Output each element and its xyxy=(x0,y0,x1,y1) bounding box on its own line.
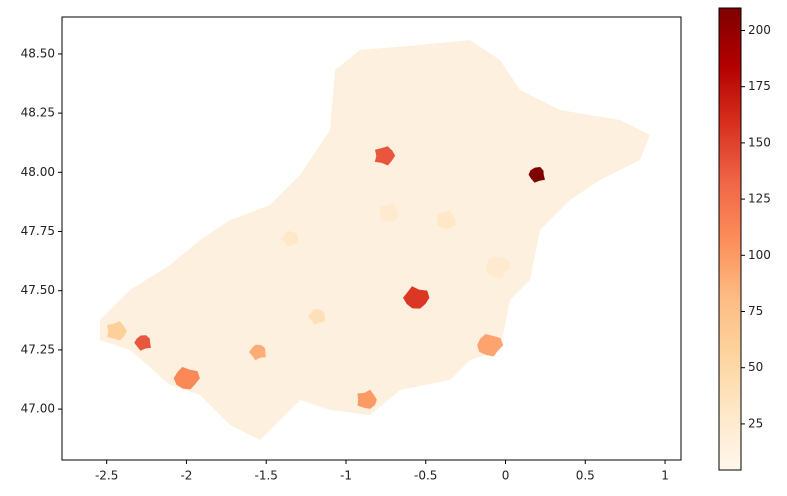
region xyxy=(437,209,456,229)
colorbar-tick-label: 75 xyxy=(748,304,763,318)
y-tick-label: 48.00 xyxy=(21,165,55,179)
colorbar-tick-label: 175 xyxy=(748,79,771,93)
region xyxy=(477,334,504,357)
region xyxy=(528,167,545,183)
x-tick-label: -2.5 xyxy=(95,469,118,483)
x-tick-label: 1 xyxy=(661,469,669,483)
colorbar-tick-label: 150 xyxy=(748,135,771,149)
colorbar-tick-label: 100 xyxy=(748,248,771,262)
region xyxy=(249,344,266,361)
base-territory xyxy=(100,40,650,440)
colorbar-tick-label: 125 xyxy=(748,192,771,206)
x-tick-label: 0.5 xyxy=(576,469,595,483)
x-tick-label: -0.5 xyxy=(414,469,437,483)
y-tick-label: 47.75 xyxy=(21,224,55,238)
region xyxy=(379,202,399,222)
region xyxy=(403,286,430,309)
colorbar xyxy=(718,7,742,471)
x-tick-label: -1 xyxy=(340,469,352,483)
x-tick-label: -2 xyxy=(180,469,192,483)
region xyxy=(106,321,127,341)
y-tick-label: 48.50 xyxy=(21,46,55,60)
colorbar-tick-label: 200 xyxy=(748,23,771,37)
y-tick-label: 48.25 xyxy=(21,106,55,120)
y-tick-label: 47.50 xyxy=(21,283,55,297)
colorbar-tick-label: 50 xyxy=(748,360,763,374)
region xyxy=(485,256,512,279)
region xyxy=(173,366,200,390)
axes-frame xyxy=(61,16,682,461)
region xyxy=(374,146,396,166)
regions xyxy=(106,146,545,409)
y-tick-label: 47.00 xyxy=(21,402,55,416)
region xyxy=(134,335,151,351)
region xyxy=(307,309,325,325)
x-tick-label: 0 xyxy=(502,469,510,483)
y-tick-label: 47.25 xyxy=(21,342,55,356)
x-tick-label: -1.5 xyxy=(254,469,277,483)
region xyxy=(280,230,299,247)
region xyxy=(357,389,377,409)
colorbar-tick-label: 25 xyxy=(748,416,763,430)
